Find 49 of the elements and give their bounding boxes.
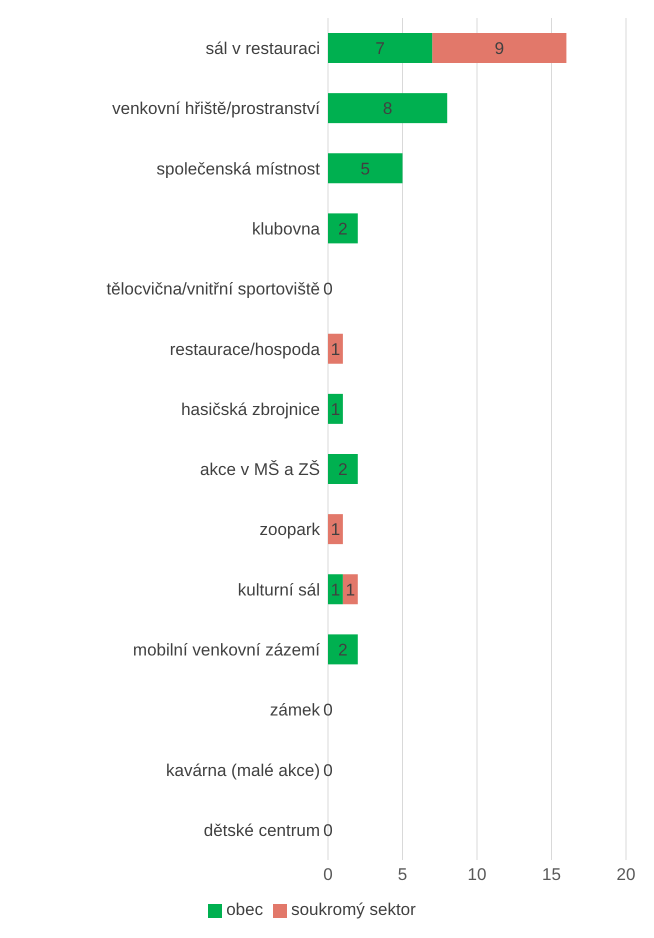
y-tick-label: kavárna (malé akce)	[166, 760, 320, 780]
legend-label: obec	[226, 900, 264, 919]
bar	[328, 514, 343, 544]
y-tick-label: dětské centrum	[204, 820, 320, 840]
y-tick-label: kulturní sál	[238, 580, 320, 600]
data-label: 0	[323, 760, 333, 780]
y-tick-label: zoopark	[260, 520, 320, 540]
y-tick-label: hasičská zbrojnice	[181, 400, 320, 419]
data-label: 1	[330, 400, 340, 419]
bar	[342, 574, 358, 604]
x-tick-label: 10	[468, 865, 486, 884]
bar	[328, 454, 358, 484]
x-tick-label: 0	[323, 865, 333, 884]
data-label: 0	[323, 700, 333, 720]
bar	[328, 394, 343, 424]
y-tick-label: klubovna	[252, 220, 321, 239]
data-label: 1	[330, 580, 340, 600]
y-tick-label: akce v MŠ a ZŠ	[200, 460, 320, 480]
data-label: 8	[382, 99, 392, 118]
data-label: 1	[330, 520, 340, 540]
data-label: 2	[338, 640, 348, 660]
data-label: 2	[338, 460, 348, 480]
bar	[328, 213, 358, 244]
bar	[328, 33, 432, 63]
y-tick-label: společenská místnost	[156, 159, 320, 178]
x-tick-label: 5	[398, 865, 408, 884]
data-label: 2	[338, 220, 348, 238]
bar	[328, 153, 402, 184]
bar	[328, 93, 448, 124]
data-label: 0	[323, 820, 333, 840]
y-tick-label: mobilní venkovní zázemí	[132, 640, 320, 660]
bar	[328, 634, 358, 664]
bar	[432, 33, 566, 63]
bar	[328, 574, 343, 604]
x-tick-label: 20	[616, 865, 636, 884]
y-tick-label: venkovní hřiště/prostranství	[112, 99, 320, 118]
data-label: 1	[330, 340, 340, 359]
data-label: 1	[346, 580, 356, 600]
data-label: 7	[375, 39, 385, 58]
legend-label: soukromý sektor	[291, 900, 416, 919]
y-tick-label: sál v restauraci	[206, 39, 320, 58]
y-tick-label: restaurace/hospoda	[170, 340, 321, 359]
bar	[328, 334, 343, 364]
data-label: 5	[360, 159, 370, 178]
data-label: 0	[323, 280, 333, 299]
y-tick-label: tělocvična/vnitřní sportoviště	[106, 280, 320, 299]
x-tick-label: 15	[542, 865, 561, 884]
y-tick-label: zámek	[270, 700, 320, 720]
data-label: 9	[494, 39, 504, 58]
